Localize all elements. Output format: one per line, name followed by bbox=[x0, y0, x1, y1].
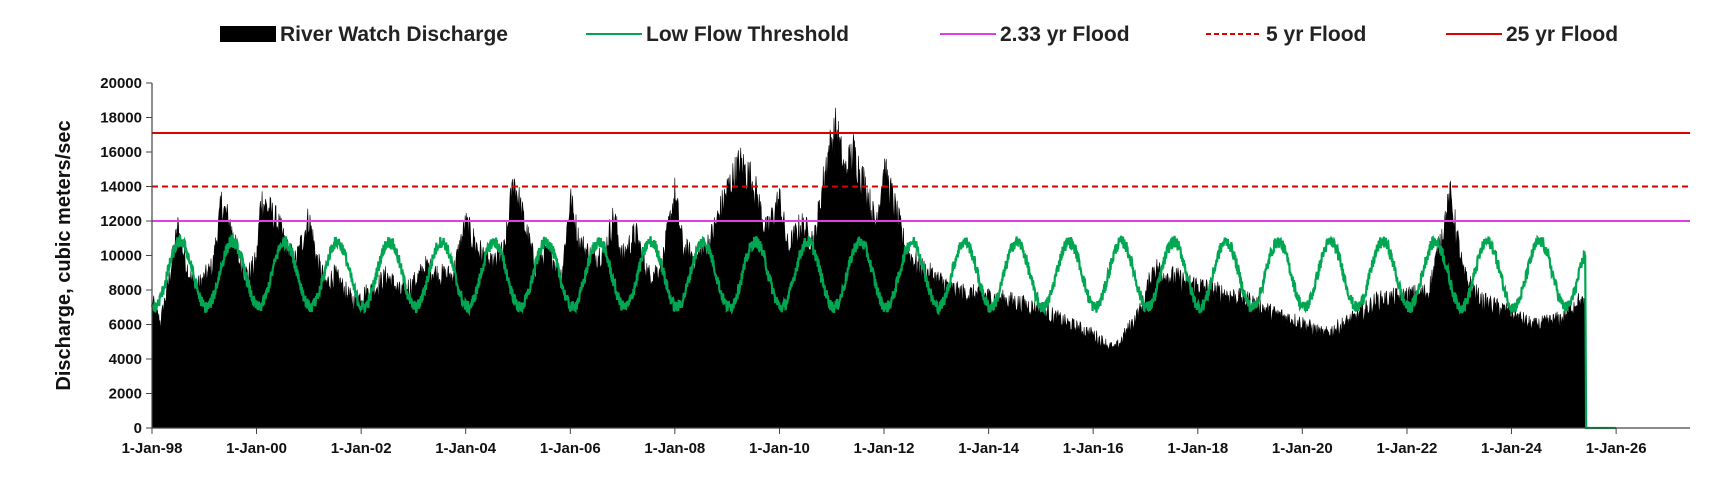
legend-label: 2.33 yr Flood bbox=[1000, 23, 1130, 46]
y-tick-label: 2000 bbox=[109, 386, 142, 403]
x-tick-label: 1-Jan-20 bbox=[1272, 440, 1333, 457]
x-tick-label: 1-Jan-98 bbox=[122, 440, 183, 457]
legend-item-5yr-flood: 5 yr Flood bbox=[1206, 23, 1366, 46]
legend-swatch bbox=[220, 26, 276, 42]
x-tick-label: 1-Jan-18 bbox=[1167, 440, 1228, 457]
low-flow-threshold-line bbox=[150, 231, 1617, 430]
series-layer bbox=[150, 107, 1690, 430]
y-tick-label: 8000 bbox=[109, 282, 142, 299]
legend-item-river-watch-discharge: River Watch Discharge bbox=[220, 23, 508, 46]
y-tick-label: 10000 bbox=[100, 248, 142, 265]
x-tick-label: 1-Jan-22 bbox=[1377, 440, 1438, 457]
legend-label: River Watch Discharge bbox=[280, 23, 508, 46]
legend-label: 25 yr Flood bbox=[1506, 23, 1618, 46]
y-tick-label: 14000 bbox=[100, 179, 142, 196]
legend-item-2-33yr-flood: 2.33 yr Flood bbox=[940, 23, 1130, 46]
y-tick-label: 16000 bbox=[100, 144, 142, 161]
x-tick-label: 1-Jan-26 bbox=[1586, 440, 1647, 457]
legend-item-25yr-flood: 25 yr Flood bbox=[1446, 23, 1618, 46]
x-tick-label: 1-Jan-08 bbox=[644, 440, 705, 457]
legend-label: Low Flow Threshold bbox=[646, 23, 849, 46]
discharge-area bbox=[151, 107, 1588, 429]
x-tick-label: 1-Jan-06 bbox=[540, 440, 601, 457]
x-tick-label: 1-Jan-00 bbox=[226, 440, 287, 457]
y-axis-title: Discharge, cubic meters/sec bbox=[53, 120, 75, 390]
legend: River Watch Discharge Low Flow Threshold 2… bbox=[220, 23, 1618, 46]
y-tick-label: 6000 bbox=[109, 317, 142, 334]
x-tick-label: 1-Jan-02 bbox=[331, 440, 392, 457]
y-tick-label: 12000 bbox=[100, 213, 142, 230]
legend-item-low-flow-threshold: Low Flow Threshold bbox=[586, 23, 849, 46]
x-tick-label: 1-Jan-10 bbox=[749, 440, 810, 457]
y-tick-label: 4000 bbox=[109, 351, 142, 368]
x-tick-label: 1-Jan-24 bbox=[1481, 440, 1543, 457]
axes-layer: 0 2000 4000 6000 8000 10000 12000 14000 16000 180… bbox=[53, 75, 1690, 457]
y-tick-label: 20000 bbox=[100, 75, 142, 92]
x-tick-label: 1-Jan-04 bbox=[435, 440, 497, 457]
y-tick-label: 18000 bbox=[100, 110, 142, 127]
x-tick-label: 1-Jan-14 bbox=[958, 440, 1020, 457]
x-tick-label: 1-Jan-12 bbox=[854, 440, 915, 457]
legend-label: 5 yr Flood bbox=[1266, 23, 1366, 46]
y-tick-label: 0 bbox=[134, 420, 142, 437]
x-tick-label: 1-Jan-16 bbox=[1063, 440, 1124, 457]
